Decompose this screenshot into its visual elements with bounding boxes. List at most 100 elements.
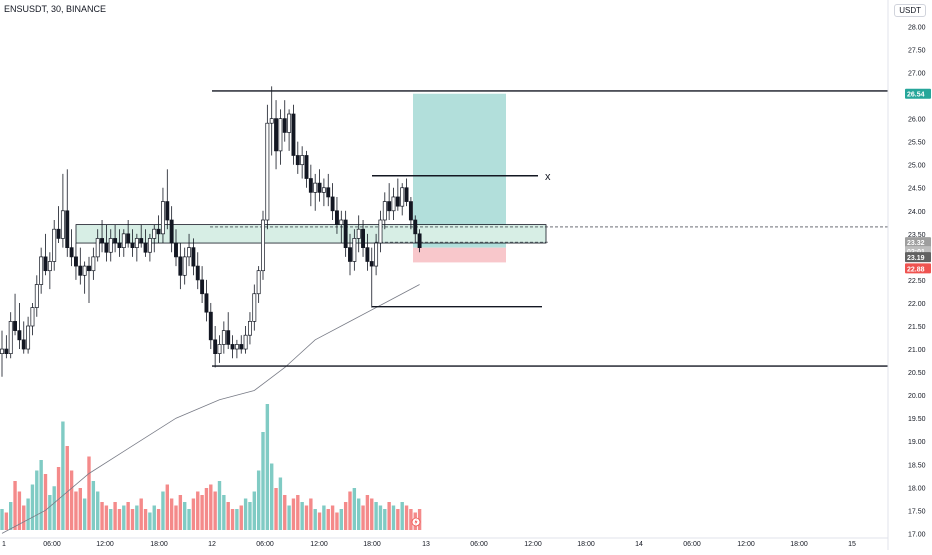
candle-body bbox=[121, 233, 126, 249]
candle-body bbox=[191, 247, 196, 267]
candle-body bbox=[60, 210, 65, 239]
candle-body bbox=[73, 256, 78, 267]
volume-bar bbox=[243, 498, 248, 530]
price-tick-label: 20.00 bbox=[908, 393, 926, 400]
candle-body bbox=[395, 196, 400, 207]
volume-bar bbox=[409, 509, 413, 530]
volume-bar bbox=[122, 505, 126, 530]
candle-body bbox=[356, 228, 361, 239]
price-tick-label: 23.50 bbox=[908, 232, 926, 239]
candle-body bbox=[213, 339, 218, 355]
time-tick-label: 06:00 bbox=[256, 541, 274, 548]
price-tick-label: 27.00 bbox=[908, 71, 926, 78]
volume-bar bbox=[265, 404, 270, 530]
candle-body bbox=[17, 330, 22, 341]
candle-body bbox=[43, 256, 48, 272]
candle-body bbox=[26, 325, 31, 350]
candle-body bbox=[139, 238, 144, 244]
volume-bar bbox=[391, 505, 396, 530]
volume-bar bbox=[291, 498, 296, 530]
volume-bar bbox=[126, 502, 130, 530]
price-tick-label: 20.50 bbox=[908, 370, 926, 377]
candle-body bbox=[82, 265, 87, 276]
candle-body bbox=[413, 219, 418, 235]
volume-bar bbox=[343, 502, 348, 530]
time-tick-label: 12:00 bbox=[737, 541, 755, 548]
volume-bar bbox=[56, 467, 61, 530]
price-tick-label: 22.50 bbox=[908, 278, 926, 285]
time-tick-label: 14 bbox=[635, 541, 643, 548]
volume-bar bbox=[352, 488, 357, 530]
volume-bar bbox=[17, 491, 22, 530]
volume-bar bbox=[396, 509, 400, 530]
position-zones bbox=[75, 93, 888, 263]
volume-bar bbox=[100, 502, 104, 530]
volume-bar bbox=[148, 512, 152, 530]
price-tick-label: 24.50 bbox=[908, 186, 926, 193]
candle-body bbox=[182, 256, 187, 276]
time-tick-label: 06:00 bbox=[683, 541, 701, 548]
candle-body bbox=[361, 228, 366, 249]
candle-body bbox=[335, 210, 339, 225]
candle-body bbox=[378, 219, 383, 244]
candle-body bbox=[87, 265, 91, 272]
stop-price-badge: 22.88 bbox=[907, 266, 925, 273]
time-tick-label: 12:00 bbox=[310, 541, 328, 548]
volume-bar bbox=[39, 460, 43, 530]
volume-bar bbox=[317, 512, 322, 530]
volume-bar bbox=[361, 505, 365, 530]
volume-bar bbox=[30, 484, 35, 530]
candle-body bbox=[304, 155, 309, 179]
volume-bar bbox=[274, 488, 278, 530]
volume-bar bbox=[143, 509, 148, 530]
candle-body bbox=[261, 219, 265, 272]
candle-body bbox=[282, 118, 287, 133]
volume-bar bbox=[130, 509, 135, 530]
time-tick-label: 18:00 bbox=[577, 541, 595, 548]
candle-body bbox=[234, 344, 239, 350]
volume-bar bbox=[96, 491, 100, 530]
candle-body bbox=[269, 118, 274, 124]
candle-body bbox=[104, 242, 109, 253]
candles bbox=[0, 86, 422, 377]
candle-body bbox=[217, 344, 222, 355]
volume-bar bbox=[335, 512, 339, 530]
volume-bar bbox=[230, 509, 235, 530]
candle-body bbox=[156, 228, 161, 235]
price-tick-label: 21.50 bbox=[908, 324, 926, 331]
price-tick-label: 24.00 bbox=[908, 209, 926, 216]
candle-body bbox=[21, 339, 26, 350]
volume-bar bbox=[348, 491, 352, 530]
volume-bar bbox=[400, 502, 404, 530]
candle-body bbox=[291, 113, 296, 156]
candle-body bbox=[265, 122, 270, 221]
volume-bar bbox=[387, 502, 391, 530]
candle-body bbox=[321, 187, 326, 193]
drawings: x bbox=[212, 90, 888, 527]
stop-price-badge-bg bbox=[905, 263, 931, 274]
target-price-badge-bg bbox=[905, 88, 931, 99]
volume-bar bbox=[4, 512, 9, 530]
candle-body bbox=[0, 348, 4, 355]
volume-bar bbox=[48, 495, 52, 530]
candle-body bbox=[52, 228, 57, 262]
volume-bar bbox=[235, 509, 239, 530]
price-tick-label: 22.00 bbox=[908, 301, 926, 308]
currency-button[interactable]: USDT bbox=[894, 4, 926, 17]
price-tick-label: 25.00 bbox=[908, 163, 926, 170]
volume-bar bbox=[69, 470, 74, 530]
candle-body bbox=[161, 201, 165, 235]
volume-bar bbox=[248, 502, 252, 530]
current-price-badge-bg bbox=[905, 252, 931, 263]
moving-average bbox=[1, 284, 420, 534]
time-tick-label: 13 bbox=[422, 541, 430, 548]
volume-bar bbox=[161, 491, 165, 530]
volume-bar bbox=[378, 505, 383, 530]
candle-body bbox=[8, 321, 13, 355]
candle-body bbox=[169, 219, 174, 244]
volume-bar bbox=[0, 509, 4, 530]
volume-bar bbox=[61, 421, 65, 530]
candle-body bbox=[187, 247, 191, 258]
candle-body bbox=[382, 201, 387, 221]
